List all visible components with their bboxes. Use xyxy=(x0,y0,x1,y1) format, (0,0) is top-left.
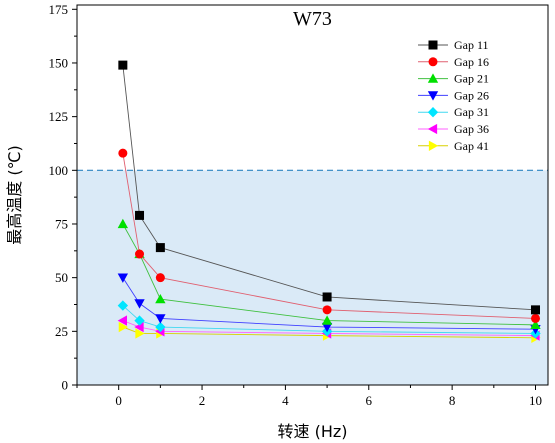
data-point xyxy=(530,305,540,315)
y-axis-title: 最高温度 (℃) xyxy=(5,145,24,245)
legend-marker xyxy=(428,40,438,50)
data-point xyxy=(117,315,127,326)
y-tick-label: 0 xyxy=(62,378,69,393)
chart-title: W73 xyxy=(293,8,332,30)
data-point xyxy=(134,315,145,326)
data-point xyxy=(134,299,145,309)
legend-item: Gap 26 xyxy=(418,88,489,102)
legend-item: Gap 16 xyxy=(418,55,489,69)
data-point xyxy=(321,315,333,325)
series-gap-16 xyxy=(118,148,540,323)
data-point xyxy=(135,210,145,220)
data-point xyxy=(155,321,166,333)
data-point xyxy=(155,273,165,283)
x-tick-label: 10 xyxy=(529,393,542,408)
series-gap-11 xyxy=(118,60,540,315)
data-point xyxy=(117,273,129,283)
legend-label: Gap 11 xyxy=(454,38,489,52)
legend-label: Gap 31 xyxy=(454,105,489,119)
x-tick-label: 6 xyxy=(366,393,373,408)
legend-label: Gap 16 xyxy=(454,55,489,69)
data-point xyxy=(321,322,333,333)
legend: Gap 11 Gap 16 Gap 21 Gap 26 Gap 31 Gap 36 Gap … xyxy=(418,38,489,153)
data-point xyxy=(530,313,540,323)
data-point xyxy=(117,218,129,229)
legend-item: Gap 36 xyxy=(418,122,489,136)
y-tick-label: 25 xyxy=(55,324,68,339)
data-point xyxy=(322,305,332,315)
data-point xyxy=(118,60,128,70)
legend-item: Gap 21 xyxy=(418,72,489,86)
series-layer xyxy=(117,60,541,343)
y-tick-label: 175 xyxy=(49,2,69,17)
legend-label: Gap 41 xyxy=(454,139,489,153)
legend-marker xyxy=(428,57,438,67)
data-point xyxy=(155,293,166,304)
plot-frame xyxy=(76,4,549,386)
y-tick-label: 50 xyxy=(55,270,68,285)
y-tick-label: 100 xyxy=(49,163,69,178)
legend-item: Gap 31 xyxy=(418,105,489,119)
x-tick-label: 4 xyxy=(282,393,289,408)
legend-label: Gap 26 xyxy=(454,88,489,102)
x-axis-title: 转速 (Hz) xyxy=(277,422,347,441)
y-tick-label: 75 xyxy=(55,216,68,231)
x-tick-label: 0 xyxy=(115,393,122,408)
legend-item: Gap 11 xyxy=(418,38,489,52)
data-point xyxy=(117,300,129,311)
x-tick-label: 8 xyxy=(449,393,456,408)
y-tick-label: 150 xyxy=(49,55,69,70)
legend-marker xyxy=(428,140,439,151)
legend-item: Gap 41 xyxy=(418,139,489,153)
data-point xyxy=(322,292,332,302)
data-point xyxy=(134,321,144,333)
x-tick-label: 2 xyxy=(199,393,206,408)
y-tick-label: 125 xyxy=(49,109,69,124)
legend-marker xyxy=(427,123,438,135)
data-point xyxy=(118,321,129,333)
data-point xyxy=(530,319,541,330)
data-point xyxy=(155,314,166,324)
legend-marker xyxy=(427,91,439,101)
data-point xyxy=(135,249,145,259)
data-point xyxy=(155,243,165,253)
threshold-fill-region xyxy=(77,170,548,385)
legend-marker xyxy=(427,73,439,83)
series-gap-26 xyxy=(117,273,541,335)
data-point xyxy=(135,328,145,339)
legend-label: Gap 21 xyxy=(454,72,489,86)
data-point xyxy=(118,148,128,158)
legend-label: Gap 36 xyxy=(454,122,489,136)
legend-marker xyxy=(427,107,439,118)
